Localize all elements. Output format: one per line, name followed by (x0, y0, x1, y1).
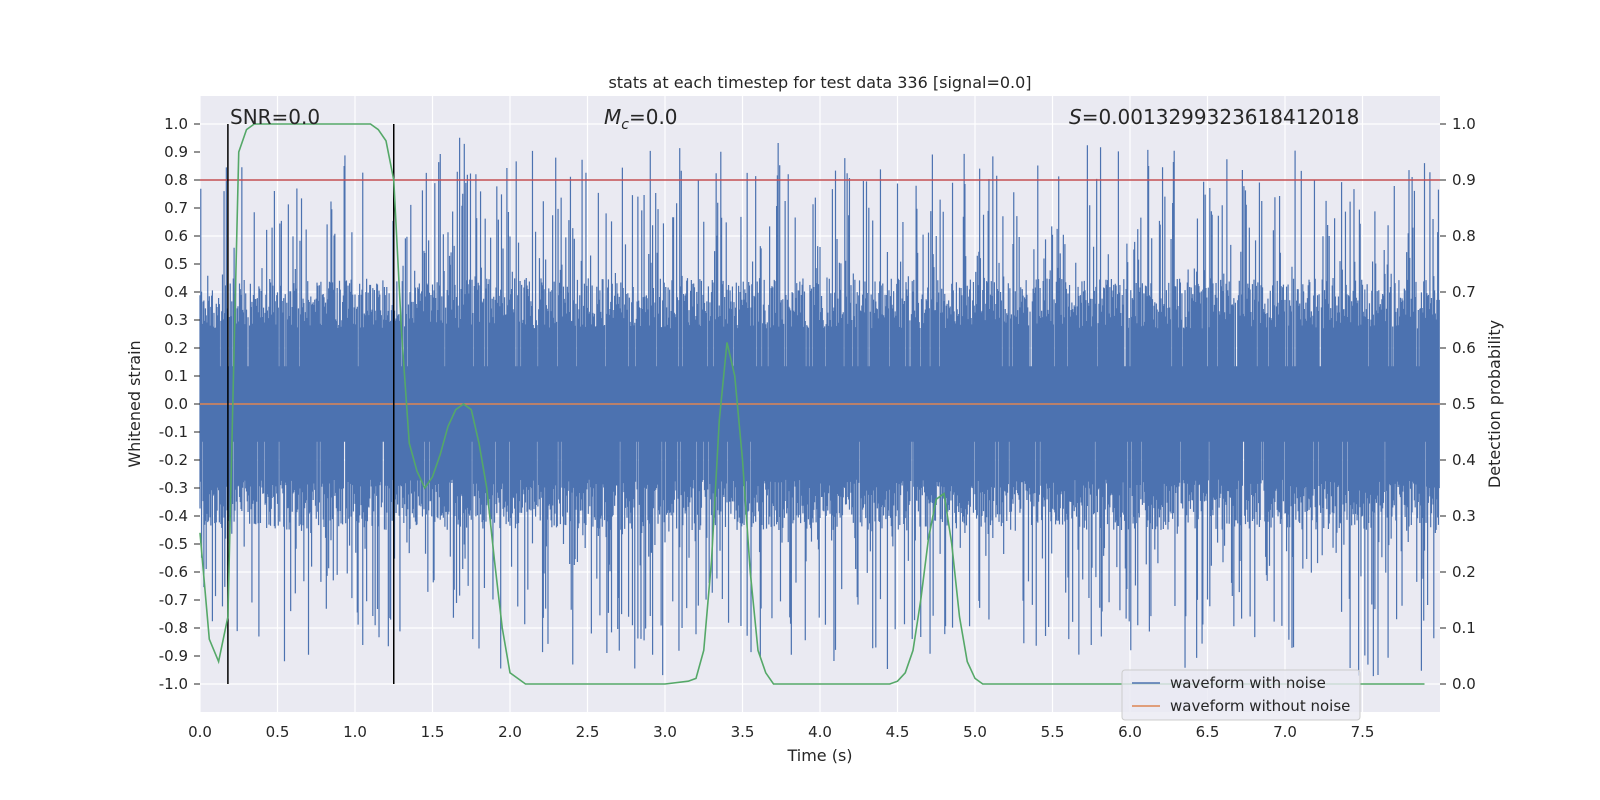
chirp-mass-symbol: M (604, 105, 621, 129)
y-tick-label: -0.8 (159, 619, 188, 637)
y-tick-label: 0.8 (164, 171, 188, 189)
legend-box (1121, 669, 1361, 721)
y-axis-title: Whitened strain (125, 340, 144, 467)
y-tick-label: 0.2 (164, 339, 188, 357)
y2-tick-label: 0.4 (1452, 451, 1476, 469)
y2-tick-label: 0.1 (1452, 619, 1476, 637)
chart-title: stats at each timestep for test data 336… (608, 73, 1031, 92)
legend-label-waveform-with-noise: waveform with noise (1170, 674, 1326, 692)
detection-probability-line (199, 123, 1425, 685)
y-tick-label: -0.6 (159, 563, 188, 581)
y-tick-label: 0.7 (164, 199, 188, 217)
axes: 0.0 0.5 1.0 1.5 2.0 2.5 3.0 3.5 4.0 4.5 5.0 5.5 6.0 6… (159, 115, 1476, 741)
y-tick-label: 0.0 (164, 395, 188, 413)
s-statistic-value: =0.0013299323618412018 (1082, 105, 1360, 129)
legend-label-waveform-without-noise: waveform without noise (1170, 697, 1350, 715)
y2-axis-title: Detection probability (1485, 320, 1504, 488)
y2-tick-label: 1.0 (1452, 115, 1476, 133)
s-statistic-annotation: S=0.0013299323618412018 (1069, 105, 1359, 129)
y-tick-label: -0.9 (159, 647, 188, 665)
y-tick-label: 0.5 (164, 255, 188, 273)
x-tick-label: 2.0 (498, 723, 522, 741)
y-tick-label: -0.5 (159, 535, 188, 553)
x-tick-label: 5.5 (1041, 723, 1065, 741)
y-tick-label: -0.1 (159, 423, 188, 441)
x-tick-label: 1.5 (421, 723, 445, 741)
y2-tick-label: 0.0 (1452, 675, 1476, 693)
snr-annotation: SNR=0.0 (230, 105, 320, 129)
y-tick-label: 0.4 (164, 283, 188, 301)
x-tick-label: 4.5 (886, 723, 910, 741)
x-tick-label: 0.0 (188, 723, 212, 741)
chirp-mass-subscript: c (621, 117, 629, 133)
y2-tick-label: 0.2 (1452, 563, 1476, 581)
legend: waveform with noise waveform without noi… (1121, 669, 1361, 721)
y-tick-label: -0.2 (159, 451, 188, 469)
y2-tick-label: 0.6 (1452, 339, 1476, 357)
chirp-mass-annotation: Mc=0.0 (604, 105, 678, 133)
series-waveform-with-noise (199, 137, 1440, 677)
x-tick-label: 7.0 (1273, 723, 1297, 741)
x-tick-label: 0.5 (266, 723, 290, 741)
x-tick-label: 2.5 (576, 723, 600, 741)
y-tick-label: 1.0 (164, 115, 188, 133)
waveform-with-noise-line (199, 137, 1440, 677)
y-tick-label: 0.1 (164, 367, 188, 385)
x-tick-label: 3.5 (731, 723, 755, 741)
x-tick-label: 6.5 (1196, 723, 1220, 741)
y-tick-label: -1.0 (159, 675, 188, 693)
y-tick-label: -0.7 (159, 591, 188, 609)
y2-tick-label: 0.9 (1452, 171, 1476, 189)
y2-tick-label: 0.7 (1452, 283, 1476, 301)
y-tick-label: -0.3 (159, 479, 188, 497)
series-lines (199, 123, 1440, 685)
y2-tick-label: 0.5 (1452, 395, 1476, 413)
y-tick-label: -0.4 (159, 507, 188, 525)
x-tick-label: 4.0 (808, 723, 832, 741)
x-tick-label: 3.0 (653, 723, 677, 741)
s-statistic-symbol: S (1069, 105, 1082, 129)
y-tick-label: 0.9 (164, 143, 188, 161)
y-tick-label: 0.3 (164, 311, 188, 329)
y2-tick-label: 0.8 (1452, 227, 1476, 245)
x-axis-title: Time (s) (786, 746, 852, 765)
x-tick-label: 5.0 (963, 723, 987, 741)
chirp-mass-value: =0.0 (629, 105, 678, 129)
x-tick-label: 7.5 (1351, 723, 1375, 741)
x-tick-label: 1.0 (343, 723, 367, 741)
y-tick-label: 0.6 (164, 227, 188, 245)
y2-tick-label: 0.3 (1452, 507, 1476, 525)
x-tick-label: 6.0 (1118, 723, 1142, 741)
